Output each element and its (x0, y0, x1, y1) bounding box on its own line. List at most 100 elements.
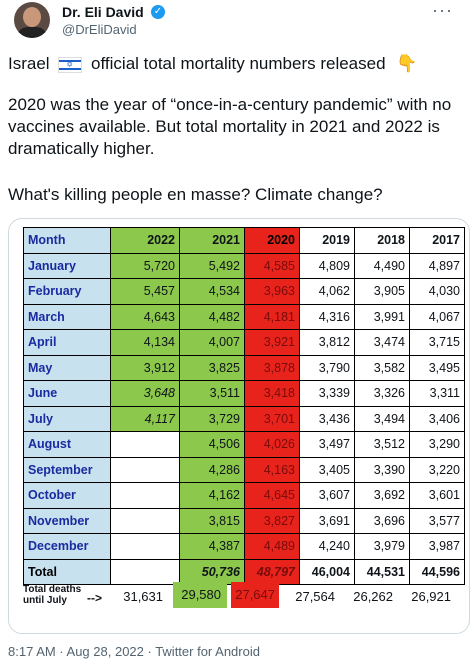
header-2021: 2021 (179, 227, 245, 254)
cell-2019: 3,339 (299, 380, 355, 407)
cell-2017: 4,067 (409, 303, 465, 330)
cell-2021: 5,492 (179, 252, 245, 279)
cell-2018: 3,979 (354, 533, 410, 560)
cell-2022: 4,117 (110, 405, 180, 432)
total-2021: 50,736 (179, 558, 245, 585)
tweet-line-1-pre: Israel (8, 54, 50, 73)
cell-2020: 3,963 (244, 278, 300, 305)
tweet-header: Dr. Eli David ✓ @DrEliDavid ··· (0, 0, 474, 44)
cell-month: March (23, 303, 111, 330)
cell-month: May (23, 354, 111, 381)
table-row: September 4,286 4,163 3,405 3,390 3,220 (23, 456, 465, 483)
pointing-hand-icon: 👇 (396, 54, 418, 73)
cell-2020: 4,645 (244, 482, 300, 509)
avatar[interactable] (14, 2, 50, 38)
cell-2022: 3,912 (110, 354, 180, 381)
deaths-2020: 27,647 (231, 582, 279, 608)
cell-month: January (23, 252, 111, 279)
verified-badge-icon: ✓ (151, 5, 165, 19)
cell-2021: 4,387 (179, 533, 245, 560)
mortality-table: Month 2022 2021 2020 2019 2018 2017 Janu… (23, 227, 465, 585)
cell-month: June (23, 380, 111, 407)
cell-month: February (23, 278, 111, 305)
tweet-timestamp[interactable]: 8:17 AM · Aug 28, 2022 · Twitter for And… (8, 644, 260, 659)
cell-2022: 3,648 (110, 380, 180, 407)
table-row: June 3,648 3,511 3,418 3,339 3,326 3,311 (23, 380, 465, 407)
cell-2018: 3,474 (354, 329, 410, 356)
author-handle[interactable]: @DrEliDavid (62, 22, 137, 37)
cell-2021: 4,482 (179, 303, 245, 330)
cell-2020: 3,878 (244, 354, 300, 381)
cell-2019: 4,316 (299, 303, 355, 330)
cell-2018: 3,905 (354, 278, 410, 305)
cell-2017: 4,030 (409, 278, 465, 305)
cell-2022 (110, 456, 180, 483)
table-row: December 4,387 4,489 4,240 3,979 3,987 (23, 533, 465, 560)
cell-2020: 4,026 (244, 431, 300, 458)
header-2018: 2018 (354, 227, 410, 254)
more-options-icon[interactable]: ··· (432, 0, 453, 20)
cell-month: April (23, 329, 111, 356)
cell-month: October (23, 482, 111, 509)
cell-2017: 4,897 (409, 252, 465, 279)
header-2020: 2020 (244, 227, 300, 254)
cell-month: November (23, 507, 111, 534)
cell-2020: 3,701 (244, 405, 300, 432)
cell-2020: 3,827 (244, 507, 300, 534)
cell-2022 (110, 431, 180, 458)
cell-2017: 3,987 (409, 533, 465, 560)
cell-2021: 3,815 (179, 507, 245, 534)
cell-month: September (23, 456, 111, 483)
total-row: Total 50,736 48,797 46,004 44,531 44,596 (23, 558, 465, 585)
israel-flag-icon: ✡ (58, 56, 83, 73)
deaths-label: Total deaths until July (23, 584, 82, 606)
author-name[interactable]: Dr. Eli David (62, 4, 144, 20)
cell-2019: 3,812 (299, 329, 355, 356)
tweet-line-1: Israel ✡ official total mortality number… (8, 54, 417, 74)
cell-2021: 4,162 (179, 482, 245, 509)
cell-month: July (23, 405, 111, 432)
cell-2021: 3,825 (179, 354, 245, 381)
cell-2017: 3,220 (409, 456, 465, 483)
header-month: Month (23, 227, 111, 254)
cell-2021: 3,729 (179, 405, 245, 432)
tweet-paragraph-3: What's killing people en masse? Climate … (8, 185, 383, 204)
table-header-row: Month 2022 2021 2020 2019 2018 2017 (23, 227, 465, 254)
cell-month: December (23, 533, 111, 560)
cell-2020: 4,489 (244, 533, 300, 560)
cell-2020: 4,163 (244, 456, 300, 483)
total-2017: 44,596 (409, 558, 465, 585)
table-row: October 4,162 4,645 3,607 3,692 3,601 (23, 482, 465, 509)
cell-2018: 3,991 (354, 303, 410, 330)
cell-2022 (110, 482, 180, 509)
deaths-2018: 26,262 (353, 589, 393, 604)
cell-2017: 3,601 (409, 482, 465, 509)
cell-2022 (110, 507, 180, 534)
tweet-image[interactable]: Month 2022 2021 2020 2019 2018 2017 Janu… (8, 218, 470, 634)
cell-2021: 4,506 (179, 431, 245, 458)
table-row: March 4,643 4,482 4,181 4,316 3,991 4,067 (23, 303, 465, 330)
cell-2018: 4,490 (354, 252, 410, 279)
cell-2019: 3,790 (299, 354, 355, 381)
cell-2021: 4,286 (179, 456, 245, 483)
table-row: April 4,134 4,007 3,921 3,812 3,474 3,715 (23, 329, 465, 356)
cell-2021: 4,007 (179, 329, 245, 356)
tweet-line-1-post: official total mortality numbers release… (91, 54, 386, 73)
cell-2019: 3,405 (299, 456, 355, 483)
cell-2022: 4,643 (110, 303, 180, 330)
total-2019: 46,004 (299, 558, 355, 585)
cell-2019: 4,062 (299, 278, 355, 305)
cell-2019: 3,691 (299, 507, 355, 534)
cell-2019: 4,809 (299, 252, 355, 279)
cell-2018: 3,512 (354, 431, 410, 458)
cell-2019: 3,497 (299, 431, 355, 458)
cell-2017: 3,577 (409, 507, 465, 534)
cell-2017: 3,715 (409, 329, 465, 356)
cell-2022: 5,457 (110, 278, 180, 305)
cell-2020: 3,418 (244, 380, 300, 407)
cell-2018: 3,696 (354, 507, 410, 534)
cell-2020: 4,181 (244, 303, 300, 330)
table-row: August 4,506 4,026 3,497 3,512 3,290 (23, 431, 465, 458)
deaths-2017: 26,921 (411, 589, 451, 604)
tweet-paragraph-2: 2020 was the year of “once-in-a-century … (8, 95, 452, 158)
